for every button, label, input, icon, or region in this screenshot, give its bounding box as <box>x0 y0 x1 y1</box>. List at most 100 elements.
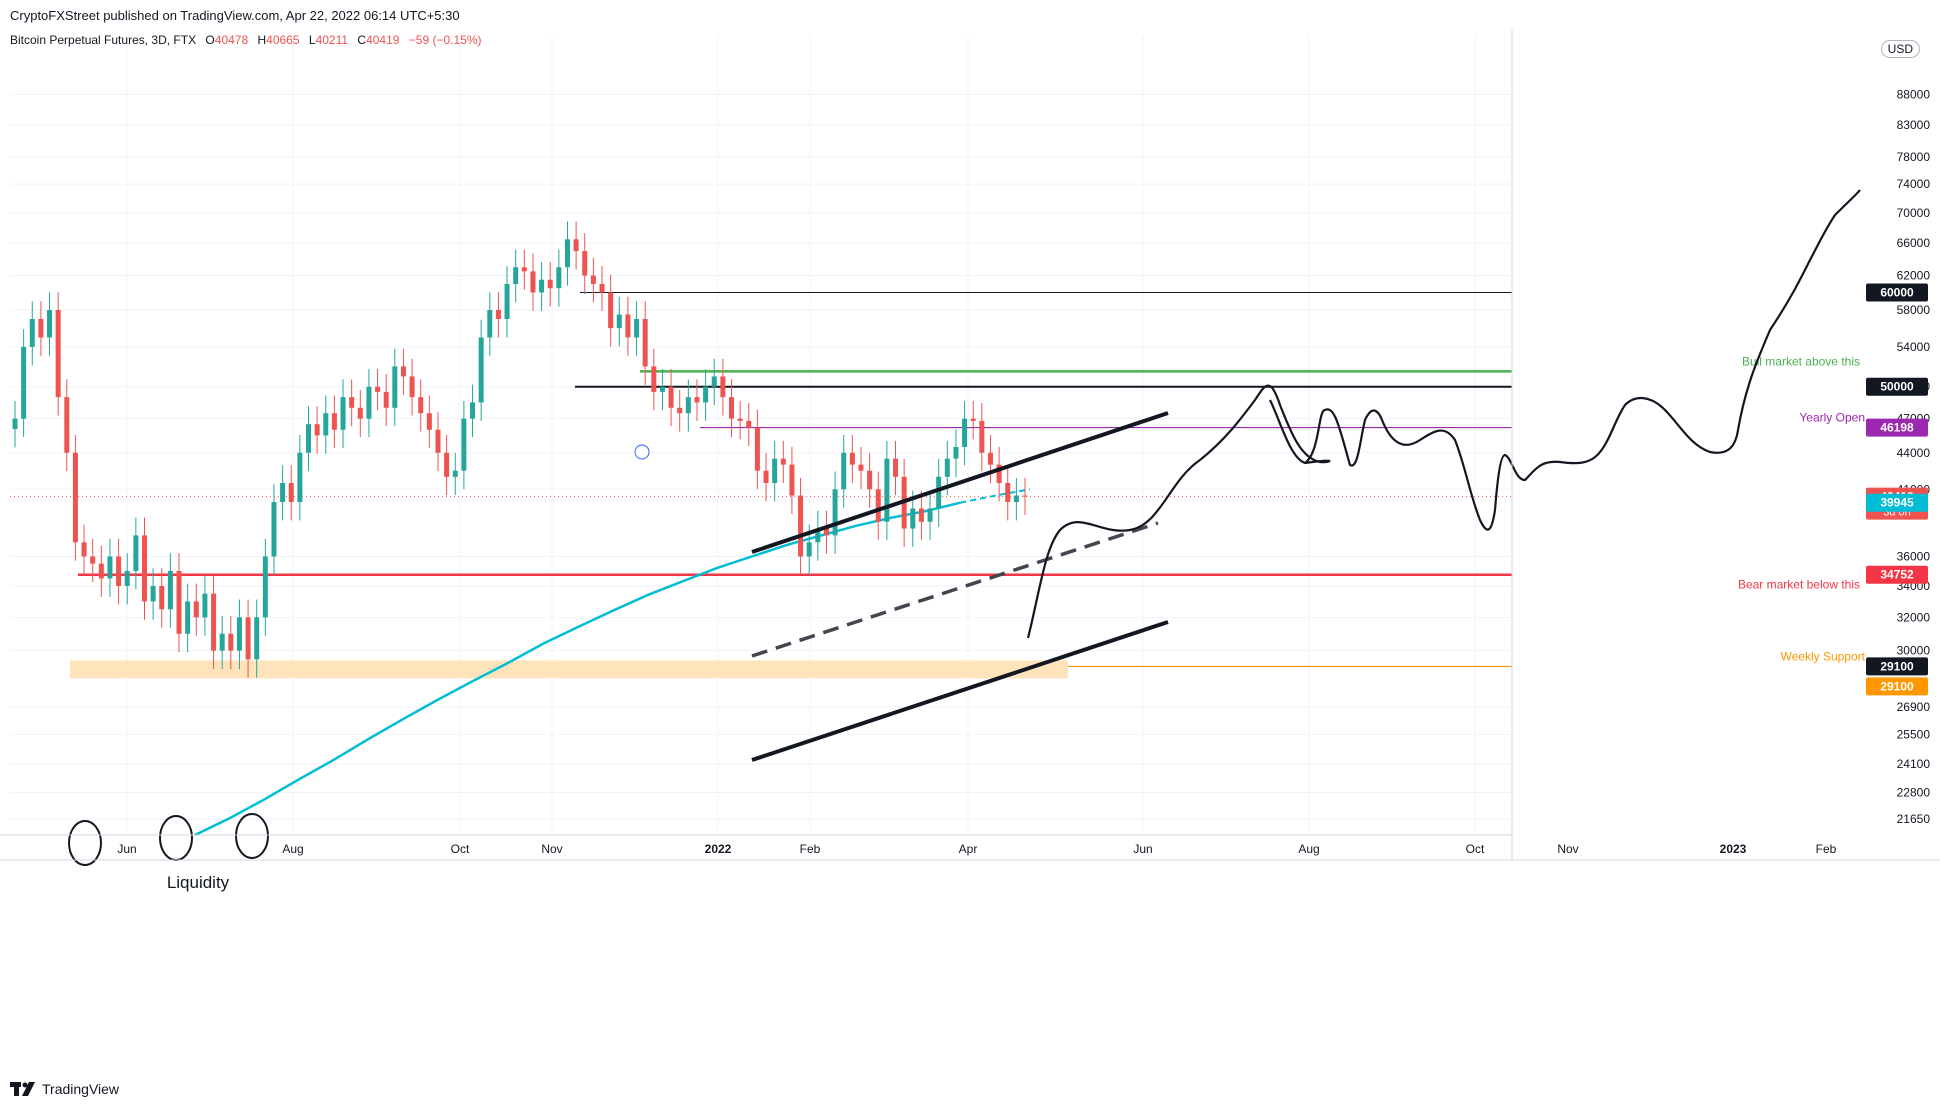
time-tick-label: Jun <box>117 842 136 856</box>
ohlc-low-label: L <box>308 33 316 47</box>
candle-body <box>331 413 337 430</box>
candle-body <box>254 617 260 660</box>
time-tick-label: Oct <box>451 842 470 856</box>
price-tick-label: 26900 <box>1897 700 1931 714</box>
candle-body <box>539 279 545 293</box>
tradingview-logo-icon <box>10 1082 35 1096</box>
candle-body <box>737 418 743 421</box>
candle-body <box>521 267 527 272</box>
candle-body <box>970 418 976 421</box>
candle-body <box>392 366 398 408</box>
candle-body <box>478 337 484 403</box>
symbol-name: Bitcoin Perpetual Futures, 3D, FTX <box>10 33 197 47</box>
candle-body <box>996 464 1002 483</box>
candle-body <box>452 470 458 477</box>
candle-body <box>176 571 182 634</box>
price-badge: 34752 <box>1866 565 1928 584</box>
price-badge-label: 29100 <box>1880 659 1914 673</box>
candle-body <box>236 617 242 651</box>
candle-body <box>116 556 122 586</box>
candle-body <box>832 489 838 536</box>
candle-body <box>124 571 130 586</box>
support-zone <box>70 660 1068 679</box>
price-badge: 39945 <box>1866 493 1928 512</box>
candle-body <box>98 563 104 579</box>
price-badge-bg <box>1866 418 1928 437</box>
candle-body <box>435 429 441 453</box>
publisher-line: CryptoFXStreet published on TradingView.… <box>10 8 460 23</box>
time-tick-label: 2023 <box>1720 842 1747 856</box>
currency-button[interactable]: USD <box>1880 40 1920 58</box>
candle-body <box>271 502 277 557</box>
candle-body <box>754 427 760 471</box>
candle-body <box>823 528 829 536</box>
candle-body <box>979 420 985 453</box>
liquidity-circle <box>68 820 102 866</box>
ohlc-high: 40665 <box>266 33 300 47</box>
candle-body <box>918 508 924 522</box>
anchor-point-marker <box>634 444 650 460</box>
candle-body <box>720 376 726 398</box>
candle-body <box>867 470 873 490</box>
symbol-line: Bitcoin Perpetual Futures, 3D, FTX O4047… <box>10 33 482 47</box>
price-badge-label: 50000 <box>1880 380 1914 394</box>
candle-body <box>884 458 890 522</box>
candle-body <box>487 309 493 338</box>
candle-body <box>1013 495 1019 503</box>
price-tick-label: 24100 <box>1897 757 1931 771</box>
moving-average-projection <box>960 488 1031 504</box>
candle-body <box>150 585 156 602</box>
price-badge-bg <box>1866 283 1928 302</box>
candle-body <box>659 386 665 392</box>
footer-brand: TradingView <box>42 1081 120 1097</box>
candle-body <box>495 309 501 319</box>
candle-body <box>893 458 899 477</box>
candle-body <box>72 452 78 543</box>
price-tick-label: 58000 <box>1897 303 1931 317</box>
candle-body <box>211 593 217 651</box>
candle-body <box>798 495 804 557</box>
price-badge-bg <box>1866 677 1928 696</box>
weekly-support-zone <box>70 660 1068 679</box>
price-tick-label: 78000 <box>1897 150 1931 164</box>
candle-body <box>944 458 950 477</box>
price-badges: 600005000046198404193d 0h399453475229100… <box>1866 283 1928 696</box>
candle-body <box>728 397 734 419</box>
candles <box>12 221 1028 678</box>
level-label: Bear market below this <box>1738 578 1860 592</box>
candle-body <box>383 391 389 408</box>
candle-body <box>219 633 225 651</box>
time-tick-label: Jun <box>1133 842 1152 856</box>
candle-body <box>513 267 519 284</box>
trend-drawings: Liquidity <box>68 411 1169 892</box>
price-tick-label: 21650 <box>1897 812 1931 826</box>
candle-body <box>202 593 208 618</box>
candle-body <box>703 386 709 403</box>
price-tick-label: 62000 <box>1897 269 1931 283</box>
price-tick-label: 70000 <box>1897 206 1931 220</box>
level-label: Yearly Open <box>1799 411 1865 425</box>
candle-body <box>141 535 147 602</box>
candle-body <box>858 464 864 471</box>
header: CryptoFXStreet published on TradingView.… <box>10 8 482 47</box>
candle-body <box>936 476 942 509</box>
price-badge-bg <box>1866 657 1928 676</box>
ohlc-open-label: O <box>205 33 215 47</box>
candle-body <box>987 452 993 465</box>
candle-body <box>470 402 476 419</box>
time-tick-label: Nov <box>1557 842 1578 856</box>
candle-body <box>228 633 234 651</box>
candle-body <box>711 376 717 387</box>
candle-body <box>1005 482 1011 503</box>
forecast-path <box>1026 189 1861 639</box>
time-tick-label: Oct <box>1466 842 1485 856</box>
price-tick-label: 30000 <box>1897 644 1931 658</box>
candle-body <box>806 542 812 557</box>
time-tick-label: Feb <box>1816 842 1837 856</box>
candle-body <box>599 283 605 293</box>
candle-body <box>55 309 61 398</box>
candle-body <box>297 452 303 503</box>
candle-body <box>875 489 881 522</box>
